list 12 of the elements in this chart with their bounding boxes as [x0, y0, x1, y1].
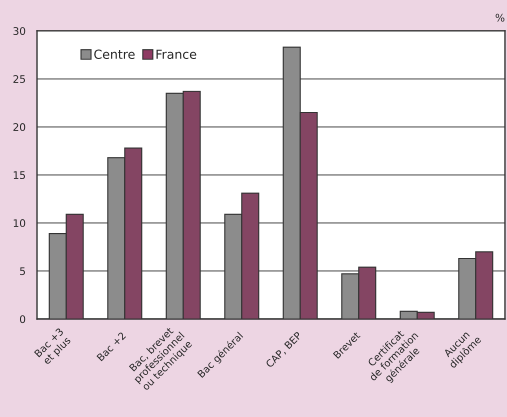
legend-label: France	[156, 50, 196, 59]
y-tick-label: 0	[20, 315, 26, 324]
x-tick-label: Bac +2	[96, 332, 126, 362]
legend-label: Centre	[94, 50, 135, 59]
y-tick-label: 5	[20, 267, 25, 276]
y-axis-title: %	[496, 14, 504, 22]
y-tick-label: 10	[14, 219, 26, 228]
y-tick-label: 15	[14, 171, 25, 180]
y-tick-label: 25	[13, 75, 25, 83]
y-tick-label: 20	[13, 123, 26, 132]
x-tick-label: CAP, BEP	[265, 331, 303, 369]
y-tick-label: 30	[13, 27, 26, 35]
